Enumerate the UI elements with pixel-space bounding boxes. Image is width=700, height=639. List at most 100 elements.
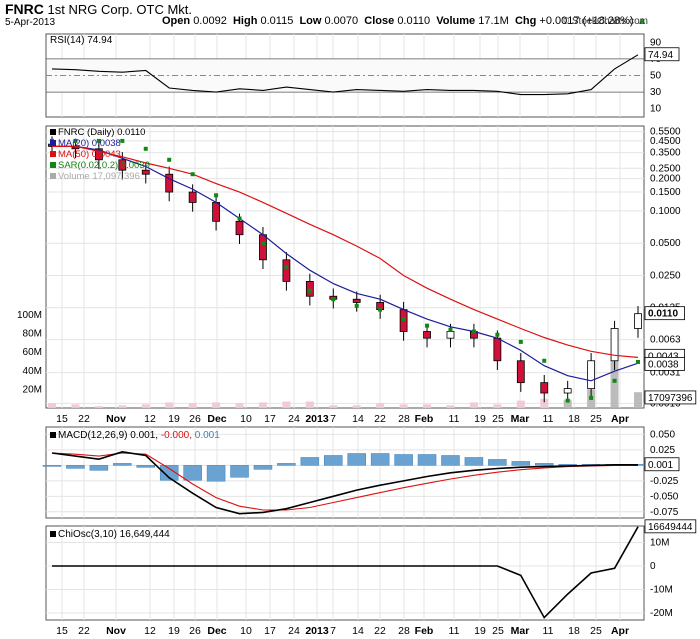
sar-dot (448, 327, 453, 332)
sar-dot (73, 138, 78, 143)
rsi-line (51, 54, 639, 96)
ma20-line (52, 145, 639, 382)
price-tick-label-3: 0.2500 (650, 163, 681, 174)
chiosc-x-tick-1: 22 (78, 625, 90, 637)
legend-swatch-4 (50, 173, 56, 179)
volume-tick-label-1: 80M (23, 329, 42, 340)
candle-body (235, 220, 244, 236)
volume-bar (212, 402, 221, 408)
macd-signal-line (51, 452, 638, 511)
chiosc-x-tick-3: 12 (144, 625, 156, 637)
price-x-tick-4: 19 (168, 413, 180, 425)
candle-body (165, 173, 174, 193)
candle-body (563, 388, 572, 394)
volume-bar (399, 404, 408, 408)
macd-histogram-bar (347, 453, 366, 466)
volume-bar (634, 392, 642, 408)
price-x-tick-17: 19 (474, 413, 486, 425)
macd-last-value: 0.001 (648, 460, 673, 471)
volume-last-value: 17097396 (648, 393, 693, 404)
macd-panel (45, 426, 645, 519)
volume-bar (48, 403, 56, 408)
macd-histogram-bar (370, 453, 390, 466)
candle-body (282, 259, 291, 282)
legend-swatch-2 (50, 151, 56, 157)
sar-dot (518, 339, 523, 344)
volume-bar (141, 404, 150, 408)
sar-dot (214, 193, 219, 198)
macd-histogram-bar (230, 465, 249, 478)
chiosc-x-tick-12: 14 (352, 625, 364, 637)
price-x-tick-9: 24 (288, 413, 300, 425)
rsi-tick-label-3: 30 (650, 87, 662, 98)
sar-dot (96, 138, 101, 143)
rsi-last-value-box (644, 47, 680, 62)
price-tick-label-10: 0.0063 (650, 335, 681, 346)
sar-dot (167, 157, 172, 162)
macd-histogram-bar (324, 455, 343, 466)
chiosc-x-tick-14: 28 (398, 625, 410, 637)
chiosc-x-tick-2: Nov (106, 625, 126, 637)
legend-label-4: Volume 17,097,396 (58, 171, 140, 182)
volume-bar (305, 401, 314, 408)
price-tick-label-5: 0.1500 (650, 187, 681, 198)
chiosc-panel (45, 525, 645, 621)
sar-dot (260, 241, 265, 246)
sar-dot (612, 378, 617, 383)
volume-bar (423, 404, 432, 408)
macd-tick-label-5: -0.075 (650, 507, 679, 518)
sar-dot (331, 297, 336, 302)
legend-label-1: MA(20) 0.0038 (58, 138, 121, 149)
chiosc-x-tick-19: Mar (511, 625, 530, 637)
macd-histogram-bar (511, 461, 531, 466)
candle-body (634, 313, 642, 329)
price-tick-label-8: 0.0250 (650, 270, 681, 281)
volume-tick-label-0: 100M (17, 310, 42, 321)
macd-tick-label-1: 0.025 (650, 445, 675, 456)
chiosc-legend-swatch (50, 531, 56, 537)
macd-histogram-bar (206, 465, 226, 482)
chiosc-x-tick-0: 15 (56, 625, 68, 637)
chiosc-last-value-box (644, 519, 697, 534)
chiosc-tick-label-3: -20M (650, 608, 673, 619)
chiosc-x-tick-8: 17 (264, 625, 276, 637)
macd-last-value-box (644, 457, 680, 472)
price-tick-label-4: 0.2000 (650, 174, 681, 185)
price-tick-label-11: 0.0031 (650, 368, 681, 379)
chart-title: FNRC 1st NRG Corp. OTC Mkt. (5, 1, 192, 17)
chiosc-x-tick-11: 7 (330, 625, 336, 637)
ohlc-summary: Open 0.0092 High 0.0115 Low 0.0070 Close… (162, 15, 648, 27)
macd-histogram-bar (300, 457, 320, 466)
volume-bar (469, 402, 478, 408)
price-x-tick-2: Nov (106, 413, 126, 425)
volume-bar (563, 399, 572, 408)
rsi-tick-label-0: 90 (650, 37, 662, 48)
sar-dot (471, 329, 476, 334)
volume-bar (235, 403, 244, 408)
volume-bar (282, 401, 291, 408)
macd-histogram-bar (488, 459, 507, 466)
price-tick-label-7: 0.0500 (650, 238, 681, 249)
rsi-last-value: 74.94 (648, 50, 673, 61)
price-x-tick-16: 11 (449, 413, 460, 425)
chiosc-last-value: 16649444 (648, 522, 693, 533)
sar-dot (495, 332, 500, 337)
macd-histogram-bar (394, 454, 413, 466)
candle-body (493, 337, 502, 362)
price-tick-label-6: 0.1000 (650, 206, 681, 217)
chiosc-x-tick-15: Feb (415, 625, 434, 637)
sar-dot (589, 395, 594, 400)
price-x-tick-14: 28 (398, 413, 410, 425)
ma50-last-value: 0.0043 (648, 351, 679, 362)
price-x-tick-7: 10 (240, 413, 252, 425)
chiosc-line (52, 526, 639, 619)
rsi-tick-label-4: 10 (650, 104, 662, 115)
price-x-tick-13: 22 (374, 413, 386, 425)
rsi-tick-label-2: 50 (650, 71, 662, 82)
chiosc-x-tick-18: 25 (492, 625, 504, 637)
macd-histogram-bar (441, 455, 460, 466)
sar-dot (284, 264, 289, 269)
chiosc-x-tick-9: 24 (288, 625, 300, 637)
sar-dot (143, 146, 148, 151)
